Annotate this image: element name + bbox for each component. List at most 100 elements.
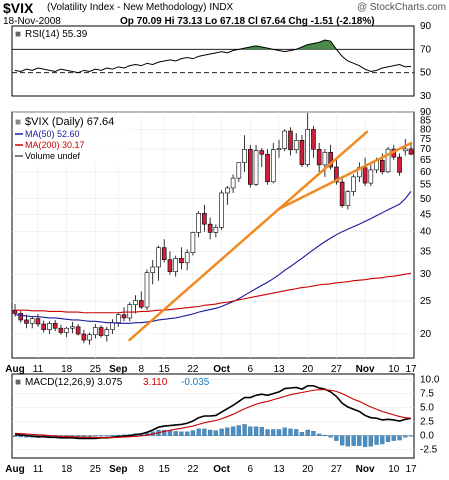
price-candle bbox=[316, 149, 322, 166]
macd-x-tick-label: Oct bbox=[213, 464, 230, 475]
price-candle bbox=[52, 323, 58, 329]
price-candle bbox=[328, 151, 333, 168]
price-x-tick-label: 10 bbox=[388, 364, 400, 375]
price-candle bbox=[276, 148, 282, 151]
price-candle bbox=[81, 333, 87, 341]
price-x-tick-label: 20 bbox=[302, 364, 314, 375]
macd-histogram-bar bbox=[294, 429, 299, 436]
price-x-tick-label: 18 bbox=[61, 364, 73, 375]
macd-histogram-bar bbox=[87, 435, 92, 437]
macd-histogram-bar bbox=[299, 432, 305, 436]
rsi-y-tick-label: 50 bbox=[420, 68, 432, 79]
macd-histogram-bar bbox=[236, 425, 241, 436]
macd-histogram-bar bbox=[12, 435, 18, 437]
price-candle bbox=[351, 176, 356, 192]
price-candle bbox=[265, 153, 270, 183]
price-legend-text: Volume undef bbox=[25, 151, 81, 161]
chart-header: $VIX (Volatility Index - New Methodology… bbox=[0, 0, 449, 40]
price-candle bbox=[190, 232, 196, 253]
macd-histogram-bar bbox=[385, 435, 391, 442]
rsi-y-tick-label: 90 bbox=[420, 21, 432, 32]
price-x-tick-label: Aug bbox=[5, 364, 24, 375]
price-candle bbox=[47, 323, 52, 330]
rsi-y-tick-label: 70 bbox=[420, 44, 432, 55]
price-candle bbox=[299, 139, 305, 165]
price-y-tick-label: 50 bbox=[420, 194, 432, 205]
macd-histogram-bar bbox=[219, 428, 224, 436]
macd-histogram-bar bbox=[259, 427, 264, 436]
exchange-code: INDX bbox=[209, 2, 234, 13]
price-candle bbox=[41, 323, 46, 330]
price-candle bbox=[18, 313, 24, 321]
macd-x-tick-label: 11 bbox=[33, 464, 44, 475]
macd-histogram-bar bbox=[98, 435, 104, 437]
macd-histogram-bar bbox=[311, 430, 316, 436]
macd-x-tick-label: 18 bbox=[61, 464, 73, 475]
macd-histogram-bar bbox=[282, 427, 287, 436]
price-candle bbox=[93, 327, 98, 336]
macd-histogram-bar bbox=[403, 435, 408, 438]
macd-histogram-bar bbox=[288, 428, 293, 436]
price-x-tick-label: Nov bbox=[356, 364, 375, 375]
macd-signal-line bbox=[14, 389, 412, 439]
macd-histogram-bar bbox=[334, 435, 339, 441]
price-candle bbox=[104, 329, 110, 336]
price-y-tick-label: 90 bbox=[420, 107, 432, 118]
macd-histogram-bar bbox=[339, 435, 345, 446]
macd-histogram-bar bbox=[362, 435, 368, 447]
macd-histogram-bar bbox=[317, 433, 322, 436]
macd-y-tick-label: 7.5 bbox=[420, 389, 434, 400]
macd-legend-text: 3.110 bbox=[143, 377, 168, 388]
macd-histogram-bar bbox=[265, 429, 270, 436]
price-candle bbox=[402, 148, 408, 152]
price-candle bbox=[219, 192, 224, 228]
price-candle bbox=[253, 150, 259, 185]
macd-histogram-bar bbox=[380, 435, 385, 445]
price-candle bbox=[173, 258, 178, 273]
price-candle bbox=[259, 150, 265, 155]
rsi-legend-swatch: ■ bbox=[15, 29, 21, 40]
price-candle bbox=[213, 227, 219, 233]
macd-x-tick-label: 8 bbox=[138, 464, 144, 475]
price-candle bbox=[282, 130, 288, 149]
trendline bbox=[128, 130, 369, 342]
price-legend-swatch: ■ bbox=[15, 117, 21, 128]
macd-histogram-bar bbox=[110, 435, 115, 437]
rsi-legend-text: RSI(14) 55.39 bbox=[25, 29, 88, 40]
macd-x-tick-label: 22 bbox=[187, 464, 199, 475]
rsi-overbought-fill bbox=[290, 40, 343, 50]
price-candle bbox=[144, 272, 150, 308]
price-x-tick-label: 27 bbox=[331, 364, 343, 375]
macd-histogram-bar bbox=[104, 435, 109, 437]
price-x-tick-label: 15 bbox=[159, 364, 171, 375]
macd-histogram-bar bbox=[167, 430, 173, 436]
price-x-tick-label: 8 bbox=[138, 364, 144, 375]
price-candle bbox=[236, 162, 242, 179]
price-x-tick-label: 13 bbox=[273, 364, 285, 375]
price-candle bbox=[345, 191, 351, 207]
macd-histogram-bar bbox=[162, 430, 167, 436]
macd-y-tick-label: 2.5 bbox=[420, 417, 434, 428]
macd-x-tick-label: 20 bbox=[302, 464, 314, 475]
price-candle bbox=[35, 318, 41, 325]
price-candle bbox=[24, 319, 29, 324]
macd-y-tick-label: -2.5 bbox=[420, 445, 438, 456]
macd-histogram-bar bbox=[397, 435, 402, 441]
rsi-y-tick-label: 30 bbox=[420, 91, 432, 102]
price-candle bbox=[75, 326, 81, 335]
macd-histogram-bar bbox=[374, 435, 379, 445]
price-y-tick-label: 55 bbox=[420, 180, 432, 191]
price-candle bbox=[98, 327, 104, 336]
macd-histogram-bar bbox=[202, 428, 207, 436]
price-candle bbox=[248, 149, 253, 185]
macd-histogram-bar bbox=[93, 435, 98, 437]
price-candle bbox=[293, 139, 299, 151]
ma200-line bbox=[15, 272, 412, 314]
macd-x-tick-label: 15 bbox=[159, 464, 171, 475]
price-candle bbox=[368, 169, 374, 184]
price-candle bbox=[70, 326, 75, 329]
macd-histogram-bar bbox=[207, 429, 213, 436]
price-candle bbox=[87, 334, 92, 341]
price-candle bbox=[288, 130, 293, 151]
price-y-tick-label: 30 bbox=[420, 269, 432, 280]
